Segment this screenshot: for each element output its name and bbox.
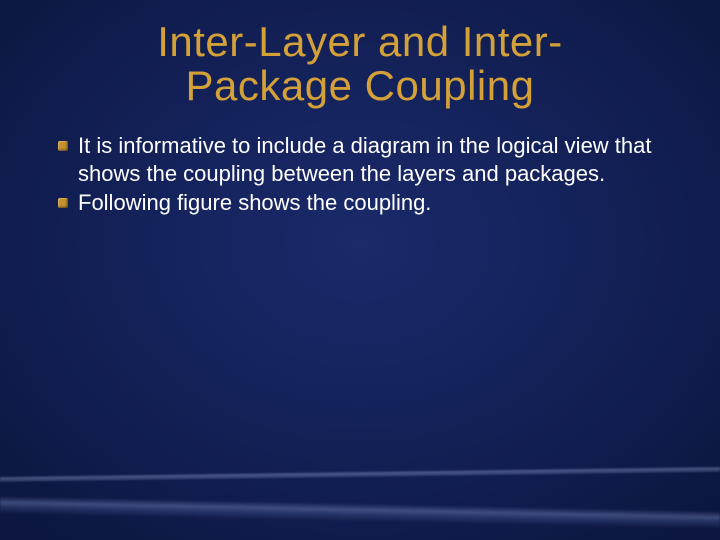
list-item: It is informative to include a diagram i… [58,132,672,187]
title-line-1: Inter-Layer and Inter- [157,18,563,65]
bullet-text: It is informative to include a diagram i… [78,133,652,186]
bullet-text: Following figure shows the coupling. [78,190,431,215]
slide: Inter-Layer and Inter- Package Coupling … [0,0,720,540]
slide-title: Inter-Layer and Inter- Package Coupling [50,20,670,108]
list-item: Following figure shows the coupling. [58,189,672,217]
title-line-2: Package Coupling [186,62,535,109]
decorative-swoosh-top [0,466,720,482]
bullet-list: It is informative to include a diagram i… [48,132,672,217]
decorative-swoosh-bottom [0,496,720,529]
